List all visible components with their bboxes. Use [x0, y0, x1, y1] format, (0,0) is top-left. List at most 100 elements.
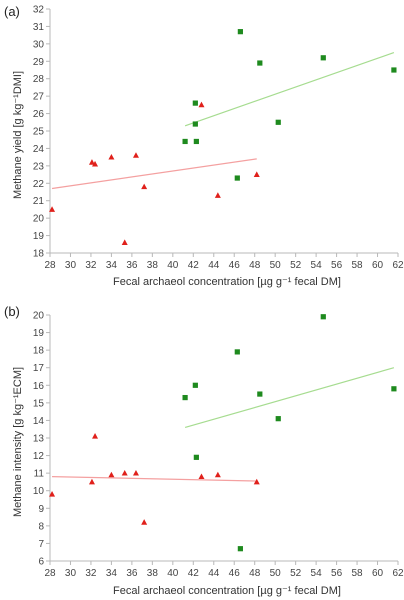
- panel-a-x-tick-label: 34: [106, 260, 118, 271]
- panel-b-red-triangle-point: [253, 478, 260, 485]
- panel-a-y-tick-label: 28: [33, 74, 45, 85]
- panel-a-y-tick-label: 25: [33, 127, 45, 138]
- panel-b-y-tick-label: 9: [38, 504, 44, 515]
- panel-b-y-tick-label: 19: [33, 328, 45, 339]
- panel-a-y-tick-label: 22: [33, 179, 45, 190]
- panel-b-x-tick-label: 42: [188, 568, 200, 579]
- panel-b-y-tick-label: 12: [33, 451, 45, 462]
- panel-a-x-tick-label: 42: [188, 260, 200, 271]
- panel-a-y-tick-label: 30: [33, 39, 45, 50]
- panel-a-red-triangle-point: [88, 159, 95, 165]
- panel-b-x-tick-label: 44: [208, 568, 220, 579]
- panel-a-x-tick-label: 62: [392, 260, 404, 271]
- panel-b-red-triangle-point: [92, 433, 99, 439]
- panel-a-red-triangle-point: [92, 160, 99, 167]
- panel-b-x-tick-label: 58: [351, 568, 363, 579]
- panel-a-x-tick-label: 58: [351, 260, 363, 271]
- panel-b-x-tick-label: 56: [331, 568, 343, 579]
- panel-b-x-axis-title: Fecal archaeol concentration [µg g⁻¹ fec…: [113, 585, 341, 597]
- panel-b-green-square-point: [320, 314, 326, 320]
- panel-b-green-square-point: [182, 394, 188, 401]
- panel-b-red-triangle-point: [121, 469, 128, 476]
- panel-b-x-tick-label: 48: [249, 568, 261, 579]
- panel-b-green-square-point: [237, 546, 243, 552]
- panel-b-y-tick-label: 11: [34, 469, 45, 480]
- panel-a: (a) Methane yield [g kg⁻¹DMI] Fecal arch…: [4, 4, 404, 288]
- panel-a-green-square-point: [192, 121, 198, 127]
- panel-b-green-square-point: [275, 416, 281, 422]
- panel-b-red-triangle-point: [198, 473, 205, 480]
- panel-b-x-tick-label: 36: [126, 568, 138, 579]
- panel-a-green-square-point: [320, 55, 326, 61]
- panel-a-x-tick-label: 60: [372, 260, 384, 271]
- panel-a-y-tick-label: 19: [33, 231, 45, 242]
- panel-a-red-triangle-point: [214, 192, 221, 198]
- panel-b-label: (b): [4, 304, 20, 319]
- panel-b-y-tick-label: 7: [38, 539, 44, 550]
- panel-a-green-square-point: [182, 138, 188, 145]
- panel-a-plot-area: 18 19 20 21 22 23 24 25 26 27 28 29 30 31 32 28 30 32 34 36…: [33, 5, 404, 272]
- panel-b-x-tick-label: 30: [65, 568, 77, 579]
- panel-b-green-square-point: [193, 454, 199, 460]
- panel-a-green-square-point: [234, 175, 240, 181]
- panel-b-red-triangle-point: [49, 491, 56, 497]
- panel-b-y-tick-label: 13: [33, 434, 45, 445]
- panel-b-y-tick-label: 20: [33, 311, 45, 322]
- panel-b-x-tick-label: 38: [147, 568, 159, 579]
- panel-a-y-tick-label: 21: [33, 196, 45, 207]
- panel-a-y-axis-title: Methane yield [g kg⁻¹DMI]: [12, 71, 24, 199]
- panel-a-x-tick-label: 32: [85, 260, 97, 271]
- panel-a-green-square-point: [275, 119, 281, 125]
- panel-b-y-axis-title: Methane intensity [g kg⁻¹ECM]: [12, 367, 24, 517]
- panel-a-green-square-point: [237, 29, 243, 35]
- panel-a-green-square-point: [257, 60, 263, 66]
- panel-b-x-tick-label: 28: [44, 568, 56, 579]
- panel-b-y-tick-label: 14: [33, 416, 45, 427]
- panel-a-red-triangle-trendline: [51, 158, 257, 190]
- panel-b-x-tick-label: 62: [392, 568, 404, 579]
- panel-a-x-tick-label: 48: [249, 260, 261, 271]
- panel-a-x-tick-label: 52: [290, 260, 302, 271]
- panel-b-y-tick-label: 10: [33, 486, 45, 497]
- panel-a-green-square-point: [193, 138, 199, 145]
- panel-b-x-tick-label: 34: [106, 568, 118, 579]
- panel-a-red-triangle-point: [198, 101, 205, 108]
- panel-b: (b) Methane intensity [g kg⁻¹ECM] Fecal …: [4, 304, 404, 597]
- panel-b-red-triangle-point: [88, 478, 95, 485]
- panel-a-green-square-trendline: [184, 52, 395, 127]
- panel-a-red-triangle-point: [108, 153, 115, 160]
- panel-a-y-tick-label: 20: [33, 214, 45, 225]
- panel-b-x-tick-label: 50: [270, 568, 282, 579]
- panel-b-red-triangle-point: [214, 471, 221, 478]
- panel-b-green-square-point: [234, 349, 240, 355]
- panel-a-y-tick-label: 27: [33, 92, 45, 103]
- panel-a-x-axis-title: Fecal archaeol concentration [µg g⁻¹ fec…: [113, 276, 341, 288]
- panel-a-label: (a): [4, 4, 20, 19]
- panel-a-green-square-point: [391, 67, 397, 73]
- panel-b-y-tick-label: 6: [38, 557, 44, 568]
- panel-b-red-triangle-point: [108, 471, 115, 478]
- panel-a-x-tick-label: 30: [65, 260, 77, 271]
- panel-b-green-square-point: [257, 391, 263, 397]
- panel-a-y-tick-label: 26: [33, 109, 45, 120]
- panel-a-red-triangle-point: [253, 171, 260, 177]
- panel-a-x-tick-label: 44: [208, 260, 220, 271]
- panel-b-green-square-trendline: [184, 367, 395, 429]
- panel-b-green-square-point: [192, 382, 198, 388]
- panel-b-red-triangle-point: [132, 469, 139, 476]
- panel-a-red-triangle-point: [121, 239, 128, 245]
- panel-a-x-tick-label: 28: [44, 260, 56, 271]
- panel-b-x-tick-label: 54: [311, 568, 323, 579]
- panel-a-x-tick-label: 40: [167, 260, 179, 271]
- panel-b-y-tick-label: 15: [33, 398, 45, 409]
- panel-a-red-triangle-point: [132, 152, 139, 158]
- panel-b-plot-area: 6 7 8 9 10 11 12 13 14 15 16 17 18 19 20 28 30 32 34 36 38 40…: [33, 311, 404, 580]
- panel-b-x-tick-label: 60: [372, 568, 384, 579]
- panel-a-x-tick-label: 38: [147, 260, 159, 271]
- panel-a-y-tick-label: 31: [33, 22, 45, 33]
- panel-a-x-tick-label: 54: [311, 260, 323, 271]
- panel-b-x-tick-label: 40: [167, 568, 179, 579]
- panel-a-x-tick-label: 36: [126, 260, 138, 271]
- panel-a-x-tick-label: 46: [229, 260, 241, 271]
